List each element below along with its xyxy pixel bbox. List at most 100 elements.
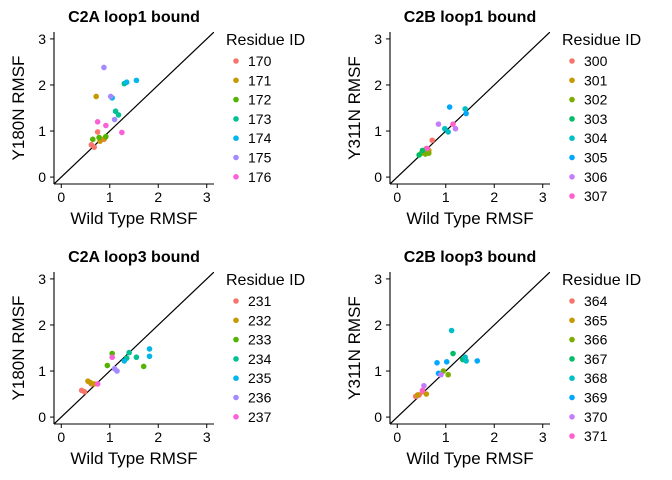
panel-title: C2B loop3 bound [404,249,536,266]
legend-key [569,433,575,439]
legend-label: 233 [248,332,272,348]
x-tick-label: 1 [106,429,114,445]
data-point [121,358,128,364]
y-axis-label: Y180N RMSF [9,296,28,401]
legend-key [233,96,239,103]
data-point [419,387,426,394]
legend-key [233,174,239,180]
x-tick-label: 1 [442,189,450,205]
x-axis-label: Wild Type RMSF [406,209,533,228]
data-point [448,327,455,334]
data-point [424,145,431,152]
y-tick-label: 3 [374,271,382,287]
legend-key [569,154,575,161]
y-axis-label: Y311N RMSF [345,296,364,400]
legend-label: 231 [248,293,272,309]
legend-title: Residue ID [226,272,305,289]
scatter-panel: C2A loop3 bound 0 1 2 3 0 1 2 3 Wild Type RMSF Y18… [9,249,305,468]
data-point [114,368,120,374]
legend-key [569,356,575,362]
data-point [416,152,422,158]
y-tick-label: 0 [374,409,382,425]
legend-label: 303 [584,111,608,127]
scatter-panel: C2B loop3 bound 0 1 2 3 0 1 2 3 Wild Type RMSF Y31… [345,249,641,468]
x-tick-label: 3 [539,429,547,445]
data-point [446,104,453,110]
identity-line [390,272,550,424]
legend-label: 234 [248,351,272,367]
legend-label: 370 [584,409,608,425]
legend-key [569,414,575,420]
data-point [429,137,435,144]
data-point [450,350,456,357]
data-point [104,362,111,369]
data-point [91,144,98,150]
data-point [94,381,101,387]
legend-key [569,336,575,343]
x-axis-label: Wild Type RMSF [70,449,197,468]
legend-label: 300 [584,53,608,69]
data-point [133,77,140,84]
legend-title: Residue ID [226,32,305,49]
legend-label: 174 [248,130,272,146]
legend-key [569,317,575,324]
x-axis-label: Wild Type RMSF [70,209,197,228]
panel-title: C2A loop3 bound [68,249,200,266]
legend-label: 371 [584,428,608,444]
data-point [119,129,125,136]
legend-key [569,174,575,180]
y-tick-label: 1 [374,363,382,379]
identity-line [390,32,550,184]
legend-label: 302 [584,92,608,108]
data-point [434,359,440,366]
data-point [103,122,109,129]
x-tick-label: 3 [203,189,211,205]
data-point [126,349,132,356]
legend-label: 232 [248,312,272,328]
data-point [445,371,451,378]
x-tick-label: 0 [393,189,401,205]
x-tick-label: 0 [57,189,65,205]
legend-key [233,414,239,420]
legend-title: Residue ID [562,272,641,289]
y-axis-label: Y311N RMSF [345,56,364,160]
y-tick-label: 0 [374,169,382,185]
legend-label: 236 [248,390,272,406]
data-point [425,150,432,156]
data-point [435,121,442,127]
data-point [146,346,153,352]
legend-key [569,394,575,401]
data-point [419,147,426,154]
legend-key [233,135,239,141]
legend-label: 364 [584,293,608,309]
data-point [93,93,99,100]
y-tick-label: 3 [38,271,46,287]
legend-key [233,394,239,401]
x-tick-label: 2 [154,189,162,205]
y-axis-label: Y180N RMSF [9,56,28,161]
data-point [452,125,459,132]
legend-key [233,356,239,362]
legend-label: 173 [248,111,272,127]
legend-label: 171 [248,72,272,88]
identity-line [54,32,214,184]
x-tick-label: 0 [393,429,401,445]
legend-label: 170 [248,53,272,69]
y-tick-label: 1 [374,123,382,139]
data-point [111,116,118,123]
y-tick-label: 3 [374,31,382,47]
data-point [463,358,469,364]
data-point [146,353,153,360]
legend-key [569,58,575,64]
legend-key [569,193,575,199]
data-point [423,391,430,397]
legend-label: 367 [584,351,608,367]
legend-key [233,317,239,324]
legend-key [233,375,239,382]
y-tick-label: 0 [38,169,46,185]
y-tick-label: 2 [374,317,382,333]
legend-key [233,154,239,161]
legend-key [233,116,239,122]
legend-key [569,375,575,382]
x-tick-label: 1 [106,189,114,205]
